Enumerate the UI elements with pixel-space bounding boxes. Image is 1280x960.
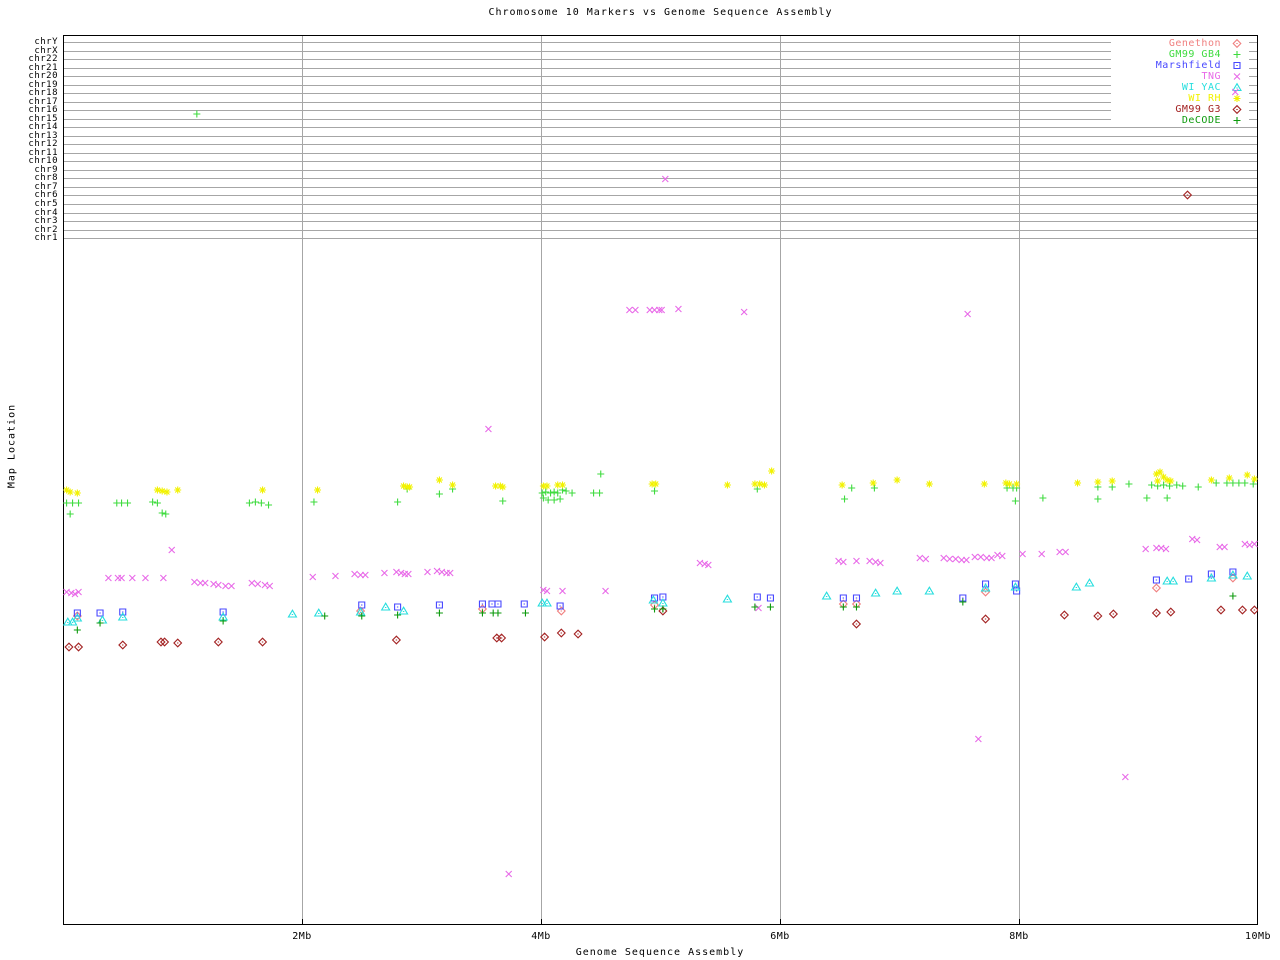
plot-area: Genethon GM99 GB4 Marshfield TNG WI YAC WI RH… xyxy=(63,35,1258,925)
legend-item: Genethon xyxy=(1111,38,1249,49)
chromosome-label: chr8 xyxy=(34,173,58,183)
gm99-gb4-marker-icon xyxy=(1233,51,1241,58)
chromosome-label: chr14 xyxy=(28,122,58,132)
chromosome-label: chr10 xyxy=(28,156,58,166)
chromosome-label: chr15 xyxy=(28,114,58,124)
wi-yac-marker-icon xyxy=(1232,82,1242,92)
legend-label: Marshfield xyxy=(1155,60,1221,71)
tng-marker-icon xyxy=(1233,73,1241,80)
grid-layer xyxy=(63,35,1258,925)
legend-item: TNG xyxy=(1111,71,1249,82)
chromosome-label: chr17 xyxy=(28,97,58,107)
legend-item: Marshfield xyxy=(1111,60,1249,71)
x-axis-title: Genome Sequence Assembly xyxy=(575,947,745,958)
chromosome-label: chr1 xyxy=(34,233,58,243)
genethon-marker-icon xyxy=(1232,38,1242,49)
wi-rh-marker-icon xyxy=(1233,95,1241,102)
x-tick-label: 8Mb xyxy=(1009,931,1029,942)
chromosome-label: chr13 xyxy=(28,131,58,141)
x-tick-label: 2Mb xyxy=(292,931,312,942)
x-tick-label: 10Mb xyxy=(1244,931,1272,942)
x-tick-label: 6Mb xyxy=(770,931,790,942)
legend-label: DeCODE xyxy=(1181,115,1221,126)
chromosome-label: chrX xyxy=(34,46,58,56)
legend-item: WI YAC xyxy=(1111,82,1249,93)
chromosome-label: chr20 xyxy=(28,71,58,81)
chromosome-label: chr12 xyxy=(28,139,58,149)
legend-item: GM99 GB4 xyxy=(1111,49,1249,60)
chromosome-label: chr4 xyxy=(34,208,58,218)
legend-label: TNG xyxy=(1201,71,1221,82)
chromosome-label: chr9 xyxy=(34,165,58,175)
chromosome-label: chr22 xyxy=(28,54,58,64)
legend-item: WI RH xyxy=(1111,93,1249,104)
chromosome-label: chrY xyxy=(34,37,58,47)
x-tick-label: 4Mb xyxy=(531,931,551,942)
legend-label: Genethon xyxy=(1168,38,1221,49)
legend-item: GM99 G3 xyxy=(1111,104,1249,115)
chromosome-label: chr16 xyxy=(28,105,58,115)
chromosome-label: chr11 xyxy=(28,148,58,158)
legend-item: DeCODE xyxy=(1111,115,1249,126)
chromosome-label: chr7 xyxy=(34,182,58,192)
legend: Genethon GM99 GB4 Marshfield TNG WI YAC WI RH… xyxy=(1111,37,1249,127)
plot-border xyxy=(63,35,1258,925)
decode-marker-icon xyxy=(1233,117,1241,124)
chromosome-label: chr5 xyxy=(34,199,58,209)
chromosome-label: chr3 xyxy=(34,216,58,226)
y-axis-chromosome-labels: chrY chrX chr22 chr21 chr20 chr19 chr18 chr17 ch… xyxy=(0,0,60,960)
legend-label: GM99 GB4 xyxy=(1168,49,1221,60)
chromosome-label: chr18 xyxy=(28,88,58,98)
chromosome-label: chr21 xyxy=(28,63,58,73)
gm99-g3-marker-icon xyxy=(1232,104,1242,115)
legend-label: WI RH xyxy=(1188,93,1221,104)
chromosome-label: chr2 xyxy=(34,225,58,235)
legend-label: GM99 G3 xyxy=(1175,104,1221,115)
chromosome-label: chr19 xyxy=(28,80,58,90)
chromosome-label: chr6 xyxy=(34,190,58,200)
chart-title: Chromosome 10 Markers vs Genome Sequence… xyxy=(488,7,833,18)
marshfield-marker-icon xyxy=(1233,61,1241,70)
legend-label: WI YAC xyxy=(1181,82,1221,93)
